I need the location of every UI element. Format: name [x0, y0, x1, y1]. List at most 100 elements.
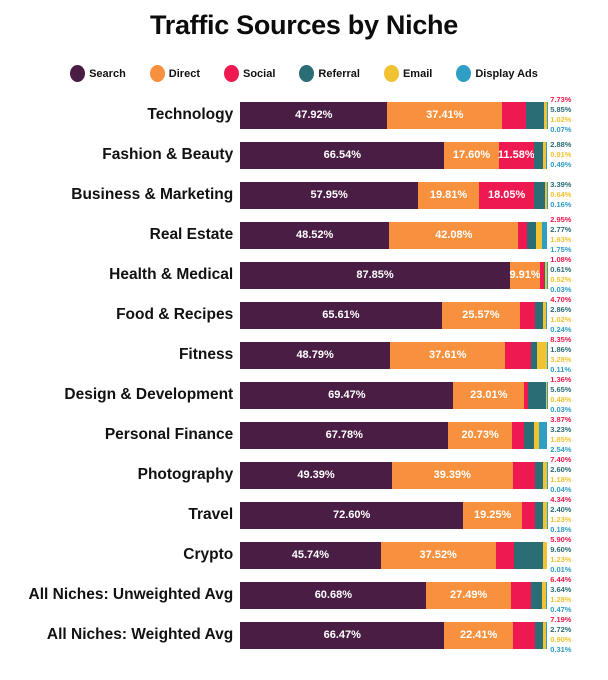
bar-segment-direct: 20.73% — [448, 421, 512, 449]
segment-value-label: 37.41% — [426, 109, 464, 121]
bar-segment-email — [543, 621, 547, 649]
outside-value-label-display-ads: 0.49% — [550, 159, 572, 169]
bar-segment-referral — [534, 141, 543, 169]
bar-segment-email — [545, 381, 548, 409]
outside-value-label-email: 1.02% — [550, 315, 572, 324]
bar-chart: Technology 47.92% 37.41% 7.73% 5.85% 1.02% 0.0… — [0, 95, 608, 655]
bar-segment-direct: 17.60% — [444, 141, 499, 169]
outside-value-label-display-ads: 0.18% — [550, 524, 572, 534]
legend-item-referral: Referral — [299, 65, 360, 82]
bar-segment-referral — [530, 581, 542, 609]
chart-row: Health & Medical 87.85% 9.91% 1.08% 0.61% 0.5… — [0, 255, 608, 295]
bar-segment-search: 69.47% — [240, 381, 454, 409]
bar-track: 48.79% 37.61% — [240, 341, 548, 369]
segment-value-label: 18.05% — [487, 189, 526, 201]
outside-value-label-social: 7.19% — [550, 615, 572, 625]
bar-segment-social — [540, 261, 544, 289]
segment-value-label: 72.60% — [332, 509, 371, 521]
bar-segment-social — [495, 541, 514, 569]
category-label: Photography — [137, 466, 234, 483]
bar-segment-email — [543, 101, 547, 129]
bar-segment-search: 47.92% — [240, 101, 388, 129]
outside-value-label-email: 0.64% — [550, 190, 572, 200]
outside-value-label-display-ads: 0.24% — [550, 324, 572, 334]
bar-track: 45.74% 37.52% — [240, 541, 548, 569]
chart-row: Crypto 45.74% 37.52% 5.90% 9.60% 1.23% 0.01% — [0, 535, 608, 575]
bar-segment-email — [541, 581, 546, 609]
outside-value-labels: 1.08% 0.61% 0.52% 0.03% — [547, 255, 608, 295]
bar-segment-display-ads — [541, 221, 548, 249]
bar-segment-direct: 23.01% — [453, 381, 525, 409]
outside-value-label-social: 4.70% — [550, 295, 572, 305]
bar-track: 57.95% 19.81% 18.05% — [240, 181, 548, 209]
chart-row: Photography 49.39% 39.39% 7.40% 2.60% 1.18% 0.… — [0, 455, 608, 495]
bar-segment-social — [518, 221, 528, 249]
bar-segment-email — [542, 501, 547, 529]
bar-segment-social — [522, 501, 536, 529]
bar-segment-referral — [513, 541, 544, 569]
outside-value-label-email: 1.23% — [550, 515, 572, 524]
segment-value-label: 27.49% — [450, 589, 488, 601]
category-label: Business & Marketing — [71, 186, 234, 203]
bar-segment-social — [513, 621, 536, 649]
category-label: Design & Development — [64, 386, 234, 403]
segment-value-label: 23.01% — [470, 389, 508, 401]
category-label: Health & Medical — [109, 266, 234, 283]
bar-track: 48.52% 42.08% — [240, 221, 548, 249]
outside-value-label-social: 7.40% — [550, 455, 572, 465]
segment-value-label: 65.61% — [322, 309, 360, 321]
bar-segment-display-ads — [545, 581, 548, 609]
outside-value-labels: 4.34% 2.40% 1.23% 0.18% — [547, 495, 608, 535]
outside-value-label-display-ads: 0.03% — [550, 284, 572, 294]
chart-row: Design & Development 69.47% 23.01% 1.36% 5.6… — [0, 375, 608, 415]
outside-value-label-email: 0.91% — [550, 150, 572, 160]
outside-value-labels: 1.36% 5.65% 0.48% 0.03% — [547, 375, 608, 415]
outside-value-label-display-ads: 2.54% — [550, 444, 572, 454]
legend-label: Referral — [318, 67, 360, 80]
segment-value-label: 45.74% — [291, 549, 330, 561]
outside-value-label-display-ads: 0.03% — [550, 404, 572, 414]
outside-value-labels: 7.40% 2.60% 1.18% 0.04% — [547, 455, 608, 495]
bar-segment-referral — [527, 221, 536, 249]
bar-segment-referral — [531, 341, 537, 369]
category-label: Fitness — [178, 346, 234, 363]
segment-value-label: 17.60% — [452, 149, 491, 161]
outside-value-labels: 5.90% 9.60% 1.23% 0.01% — [547, 535, 608, 575]
segment-value-label: 9.91% — [509, 269, 541, 281]
bar-segment-referral — [534, 301, 544, 329]
bar-segment-referral — [534, 181, 545, 209]
segment-value-label: 47.92% — [295, 109, 333, 121]
bar-segment-search: 66.54% — [240, 141, 445, 169]
bar-segment-referral — [535, 621, 544, 649]
chart-row: Real Estate 48.52% 42.08% 2.95% 2.77% 1.93% 1.… — [0, 215, 608, 255]
category-label: Fashion & Beauty — [102, 146, 234, 163]
bar-track: 69.47% 23.01% — [240, 381, 548, 409]
segment-value-label: 48.52% — [296, 229, 334, 241]
chart-row: All Niches: Weighted Avg 66.47% 22.41% 7.19… — [0, 615, 608, 655]
legend-item-search: Search — [70, 65, 126, 82]
bar-segment-referral — [535, 501, 543, 529]
outside-value-label-email: 1.28% — [550, 595, 572, 604]
outside-value-label-display-ads: 0.31% — [550, 644, 572, 654]
segment-value-label: 66.47% — [323, 629, 361, 641]
bar-segment-search: 66.47% — [240, 621, 445, 649]
bar-segment-display-ads — [546, 301, 548, 329]
outside-value-label-email: 0.48% — [550, 395, 572, 404]
bar-segment-social — [512, 461, 536, 489]
bar-segment-social — [505, 341, 532, 369]
segment-value-label: 57.95% — [310, 189, 348, 201]
bar-segment-search: 87.85% — [240, 261, 510, 289]
segment-value-label: 20.73% — [461, 429, 499, 441]
outside-value-label-display-ads: 0.16% — [550, 199, 572, 209]
outside-value-label-referral: 2.77% — [550, 225, 572, 235]
bar-segment-direct: 27.49% — [426, 581, 511, 609]
category-label: Crypto — [183, 546, 234, 563]
bar-segment-search: 67.78% — [240, 421, 449, 449]
outside-value-label-referral: 2.60% — [550, 465, 572, 475]
bar-segment-social: 11.58% — [498, 141, 535, 169]
bar-segment-email — [543, 301, 547, 329]
bar-segment-email — [533, 421, 540, 449]
bar-segment-email — [543, 541, 548, 569]
outside-value-label-referral: 2.72% — [550, 625, 572, 635]
outside-value-label-referral: 5.85% — [550, 105, 572, 115]
